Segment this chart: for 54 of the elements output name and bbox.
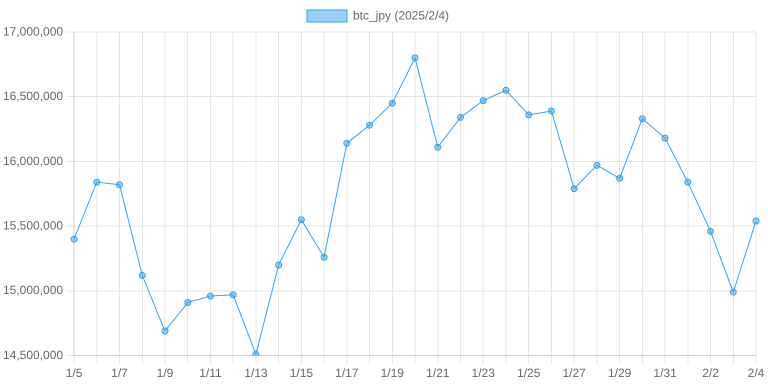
point [570, 185, 578, 192]
x-tick-label: 1/11 [199, 366, 222, 380]
point [70, 236, 78, 243]
point [638, 115, 646, 122]
point [730, 288, 737, 296]
point [161, 328, 168, 335]
point [298, 216, 305, 224]
legend-label: btc_jpy (2025/2/4) [352, 8, 450, 22]
point [593, 162, 600, 169]
x-tick-label: 1/31 [653, 366, 678, 380]
point [252, 350, 260, 356]
x-tick-label: 1/23 [472, 366, 496, 380]
x-tick-label: 2/4 [748, 366, 765, 380]
point [230, 291, 237, 298]
y-tick-label: 17,000,000 [2, 24, 64, 38]
point [412, 54, 419, 62]
point [366, 122, 374, 129]
x-tick-label: 1/7 [111, 366, 128, 380]
point [275, 261, 282, 268]
point [525, 111, 532, 118]
point [480, 97, 487, 104]
x-tick-label: 1/13 [244, 366, 268, 380]
point [116, 181, 124, 188]
y-tick-label: 16,000,000 [2, 154, 64, 168]
point [456, 114, 464, 121]
point [138, 272, 146, 279]
x-tick-label: 1/19 [380, 366, 404, 380]
point [93, 178, 100, 186]
point [616, 174, 624, 182]
x-tick-label: 1/5 [66, 366, 83, 380]
point [388, 100, 396, 107]
x-tick-label: 1/25 [517, 366, 541, 380]
point [434, 144, 442, 151]
point [184, 299, 192, 306]
point [206, 292, 214, 300]
y-tick-label: 16,500,000 [2, 89, 64, 104]
x-tick-label: 1/21 [426, 366, 450, 380]
point [343, 140, 350, 147]
x-tick-label: 2/2 [702, 366, 720, 380]
point [502, 86, 510, 94]
y-tick-label: 14,500,000 [2, 348, 64, 362]
point [752, 217, 760, 224]
x-tick-label: 1/29 [608, 366, 632, 380]
x-tick-label: 1/15 [290, 366, 314, 380]
point [684, 178, 692, 186]
y-tick-label: 15,500,000 [2, 218, 64, 232]
y-tick-label: 15,000,000 [2, 283, 64, 298]
x-tick-label: 1/9 [156, 366, 174, 380]
point [662, 134, 669, 142]
x-tick-label: 1/27 [562, 366, 586, 380]
point [707, 228, 714, 235]
point [548, 107, 555, 114]
point [320, 254, 328, 261]
x-tick-label: 1/17 [335, 366, 359, 380]
